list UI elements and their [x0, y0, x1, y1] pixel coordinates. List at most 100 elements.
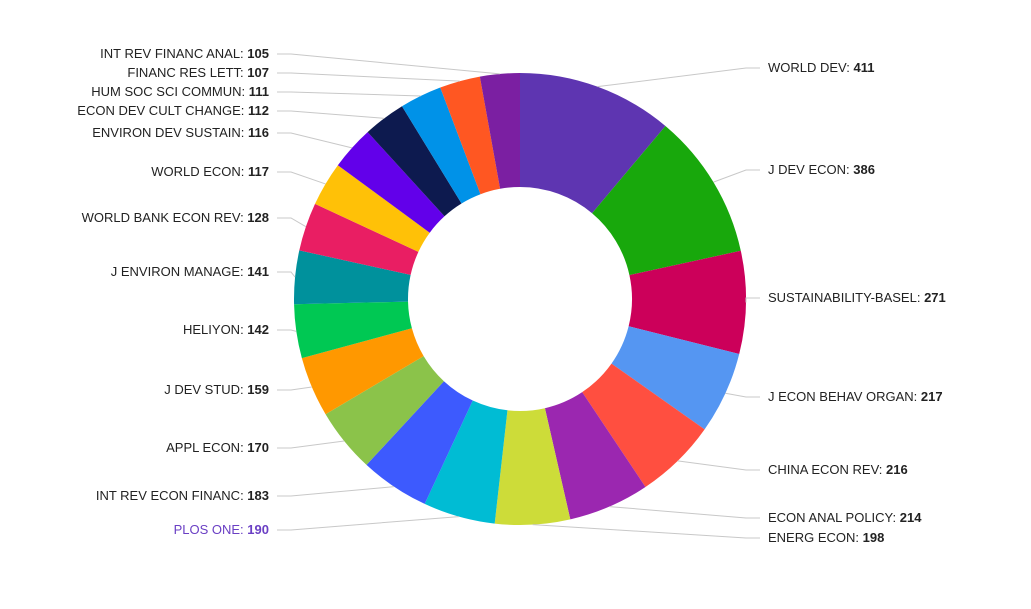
label-value: 386	[853, 162, 875, 177]
slice-hum-soc-sci-commun[interactable]	[401, 87, 481, 204]
leader-line-heliyon	[277, 329, 297, 332]
label-world-bank-econ-rev: WORLD BANK ECON REV: 128	[82, 210, 269, 225]
leader-line-environ-dev-sustain	[277, 132, 353, 149]
label-name: J ENVIRON MANAGE:	[111, 264, 248, 279]
label-j-environ-manage: J ENVIRON MANAGE: 141	[111, 264, 269, 279]
label-value: 170	[247, 440, 269, 455]
label-world-dev: WORLD DEV: 411	[768, 60, 874, 75]
label-name: HUM SOC SCI COMMUN:	[91, 84, 248, 99]
leader-line-energ-econ	[532, 524, 760, 539]
label-value: 190	[247, 522, 269, 537]
label-int-rev-econ-financ: INT REV ECON FINANC: 183	[96, 488, 269, 503]
label-value: 159	[247, 382, 269, 397]
leader-line-world-dev	[597, 67, 760, 88]
label-value: 214	[900, 510, 922, 525]
label-value: 105	[247, 46, 269, 61]
label-hum-soc-sci-commun: HUM SOC SCI COMMUN: 111	[91, 84, 269, 99]
label-value: 117	[248, 164, 269, 179]
leader-line-world-econ	[277, 171, 326, 185]
label-plos-one: PLOS ONE: 190	[174, 522, 269, 537]
label-econ-dev-cult-change: ECON DEV CULT CHANGE: 112	[77, 103, 269, 118]
slice-financ-res-lett[interactable]	[440, 76, 501, 195]
label-name: J DEV STUD:	[164, 382, 247, 397]
label-int-rev-financ-anal: INT REV FINANC ANAL: 105	[100, 46, 269, 61]
label-name: INT REV FINANC ANAL:	[100, 46, 247, 61]
label-name: ENERG ECON:	[768, 530, 863, 545]
label-j-dev-econ: J DEV ECON: 386	[768, 162, 875, 177]
leader-line-int-rev-financ-anal	[277, 53, 500, 75]
leader-line-int-rev-econ-financ	[277, 486, 395, 497]
slice-econ-anal-policy[interactable]	[544, 392, 646, 520]
slice-sustainability-basel[interactable]	[628, 250, 746, 354]
label-name: FINANC RES LETT:	[127, 65, 247, 80]
leader-lines	[277, 53, 760, 539]
label-value: 116	[248, 125, 269, 140]
leader-line-econ-dev-cult-change	[277, 110, 385, 119]
slice-world-dev[interactable]	[520, 73, 666, 214]
label-name: ENVIRON DEV SUSTAIN:	[92, 125, 248, 140]
slice-world-bank-econ-rev[interactable]	[299, 203, 419, 275]
slice-heliyon[interactable]	[294, 301, 412, 359]
label-value: 198	[863, 530, 885, 545]
label-value: 141	[247, 264, 269, 279]
label-value: 142	[247, 322, 269, 337]
slice-int-rev-econ-financ[interactable]	[366, 381, 473, 504]
label-value: 217	[921, 389, 943, 404]
label-china-econ-rev: CHINA ECON REV: 216	[768, 462, 908, 477]
label-environ-dev-sustain: ENVIRON DEV SUSTAIN: 116	[92, 125, 269, 140]
leader-line-sustainability-basel	[745, 297, 760, 303]
slice-econ-dev-cult-change[interactable]	[367, 106, 462, 217]
leader-line-financ-res-lett	[277, 72, 460, 82]
label-value: 112	[248, 103, 269, 118]
label-value: 216	[886, 462, 908, 477]
label-appl-econ: APPL ECON: 170	[166, 440, 269, 455]
label-name: PLOS ONE:	[174, 522, 248, 537]
label-name: INT REV ECON FINANC:	[96, 488, 247, 503]
leader-line-china-econ-rev	[677, 460, 760, 471]
label-heliyon: HELIYON: 142	[183, 322, 269, 337]
label-name: SUSTAINABILITY-BASEL:	[768, 290, 924, 305]
leader-line-j-environ-manage	[277, 271, 296, 278]
slice-world-econ[interactable]	[315, 165, 430, 252]
label-value: 111	[249, 84, 269, 99]
slice-china-econ-rev[interactable]	[582, 363, 705, 487]
leader-line-hum-soc-sci-commun	[277, 91, 421, 97]
slice-j-dev-stud[interactable]	[301, 328, 424, 415]
label-sustainability-basel: SUSTAINABILITY-BASEL: 271	[768, 290, 946, 305]
leader-line-econ-anal-policy	[609, 506, 760, 519]
label-financ-res-lett: FINANC RES LETT: 107	[127, 65, 269, 80]
label-name: APPL ECON:	[166, 440, 247, 455]
label-value: 271	[924, 290, 946, 305]
slice-j-econ-behav-organ[interactable]	[611, 326, 740, 430]
leader-line-j-econ-behav-organ	[725, 392, 760, 398]
slice-j-environ-manage[interactable]	[294, 250, 411, 305]
label-econ-anal-policy: ECON ANAL POLICY: 214	[768, 510, 922, 525]
label-world-econ: WORLD ECON: 117	[151, 164, 269, 179]
label-name: J DEV ECON:	[768, 162, 853, 177]
label-j-econ-behav-organ: J ECON BEHAV ORGAN: 217	[768, 389, 943, 404]
leader-line-j-dev-stud	[277, 386, 312, 391]
slice-labels: WORLD DEV: 411 J DEV ECON: 386 SUSTAINABIL…	[77, 46, 945, 545]
label-name: J ECON BEHAV ORGAN:	[768, 389, 921, 404]
slice-plos-one[interactable]	[424, 400, 508, 524]
label-value: 128	[247, 210, 269, 225]
label-name: WORLD DEV:	[768, 60, 853, 75]
label-name: HELIYON:	[183, 322, 247, 337]
donut-slices	[294, 73, 746, 525]
leader-line-j-dev-econ	[713, 169, 760, 183]
leader-line-world-bank-econ-rev	[277, 217, 307, 228]
slice-environ-dev-sustain[interactable]	[337, 132, 445, 233]
slice-appl-econ[interactable]	[325, 356, 444, 465]
slice-int-rev-financ-anal[interactable]	[479, 73, 520, 189]
label-name: ECON ANAL POLICY:	[768, 510, 900, 525]
label-name: CHINA ECON REV:	[768, 462, 886, 477]
label-name: WORLD ECON:	[151, 164, 248, 179]
label-value: 183	[247, 488, 269, 503]
slice-energ-econ[interactable]	[494, 408, 571, 525]
label-j-dev-stud: J DEV STUD: 159	[164, 382, 269, 397]
label-energ-econ: ENERG ECON: 198	[768, 530, 884, 545]
slice-j-dev-econ[interactable]	[592, 126, 741, 276]
leader-line-appl-econ	[277, 440, 345, 449]
leader-line-plos-one	[277, 516, 459, 531]
